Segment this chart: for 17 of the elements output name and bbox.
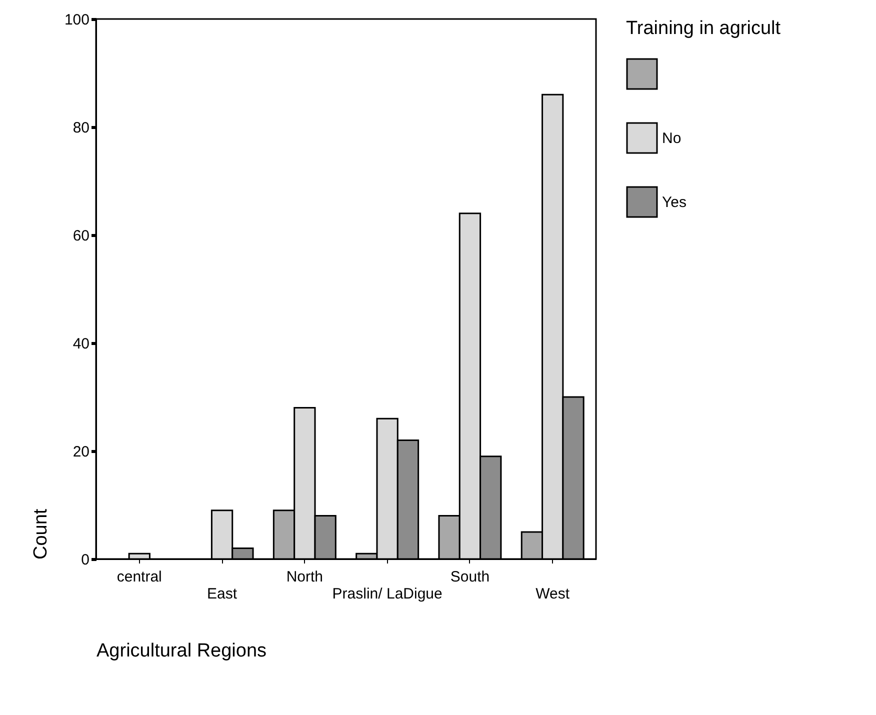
x-axis-title: Agricultural Regions bbox=[96, 640, 267, 662]
x-tick-label: East bbox=[207, 586, 238, 602]
x-tick-label: Praslin/ LaDigue bbox=[332, 586, 442, 602]
y-tick-label: 100 bbox=[64, 12, 90, 28]
legend-label: No bbox=[662, 130, 682, 147]
legend-label: Yes bbox=[662, 194, 686, 211]
x-tick-label: North bbox=[286, 568, 324, 586]
y-tick-label: 40 bbox=[72, 336, 90, 352]
y-tick-label: 80 bbox=[72, 120, 90, 136]
y-tick-label: 20 bbox=[72, 444, 90, 460]
y-axis-title: Count bbox=[30, 508, 52, 560]
x-tick-label: central bbox=[116, 568, 162, 586]
legend-title: Training in agricult bbox=[626, 18, 782, 39]
x-tick-label: West bbox=[536, 586, 570, 602]
x-tick-label: South bbox=[450, 568, 490, 586]
y-tick-label: 60 bbox=[72, 228, 90, 244]
y-tick-label: 0 bbox=[81, 552, 90, 568]
